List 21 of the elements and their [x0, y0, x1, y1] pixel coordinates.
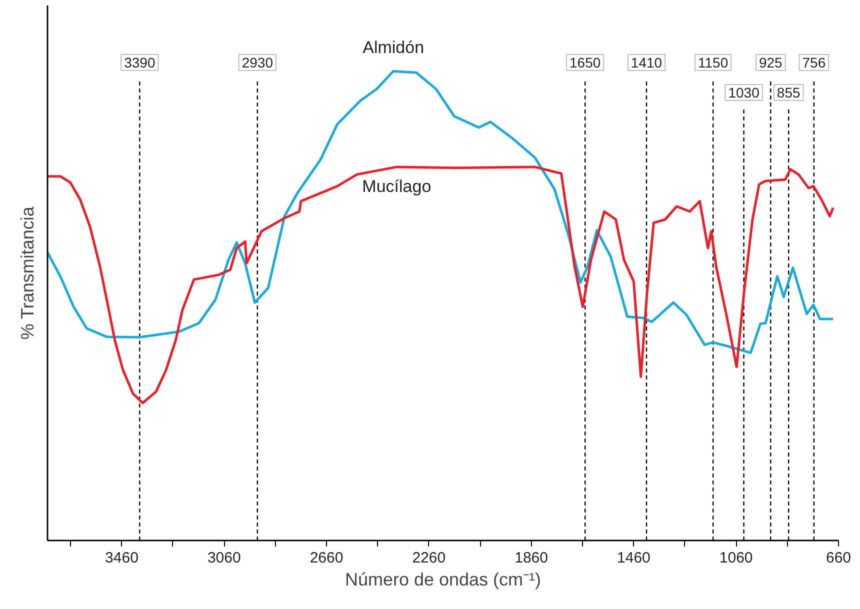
series-label: Almidón	[362, 38, 424, 58]
x-tick-label: 1060	[719, 550, 753, 566]
series-label: Mucílago	[362, 176, 432, 196]
x-axis-title: Número de ondas (cm⁻¹)	[344, 570, 542, 590]
ref-line-label: 3390	[124, 54, 156, 70]
ref-line-label: 855	[776, 84, 800, 100]
ref-line-label: 925	[758, 54, 783, 70]
ref-line-label: 1410	[630, 54, 662, 70]
ref-line-label: 1650	[570, 54, 601, 70]
ref-line-label: 1150	[698, 54, 728, 70]
ref-line-label: 1030	[728, 84, 760, 100]
ref-line-label: 756	[802, 54, 826, 70]
x-tick-label: 1460	[617, 550, 650, 566]
ref-line-label: 2930	[242, 54, 274, 70]
x-tick-label: 3460	[105, 550, 138, 566]
y-axis-title: % Transmitancia	[18, 206, 38, 340]
x-tick-label: 3060	[207, 550, 241, 566]
x-tick-label: 1860	[514, 550, 548, 566]
x-tick-label: 2260	[412, 550, 446, 566]
x-tick-label: 2660	[310, 550, 344, 566]
x-tick-label: 660	[826, 550, 852, 566]
